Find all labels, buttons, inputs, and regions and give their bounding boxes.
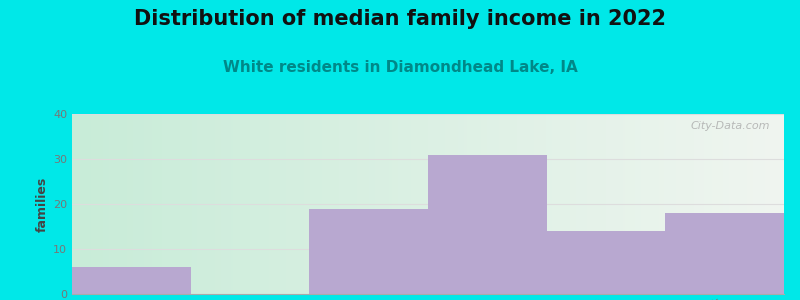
Text: White residents in Diamondhead Lake, IA: White residents in Diamondhead Lake, IA (222, 60, 578, 75)
Bar (666, 213, 784, 294)
Bar (546, 231, 666, 294)
Bar (428, 154, 546, 294)
Y-axis label: families: families (36, 176, 49, 232)
Text: Distribution of median family income in 2022: Distribution of median family income in … (134, 9, 666, 29)
Text: City-Data.com: City-Data.com (690, 121, 770, 131)
Bar (310, 208, 428, 294)
Bar (72, 267, 190, 294)
